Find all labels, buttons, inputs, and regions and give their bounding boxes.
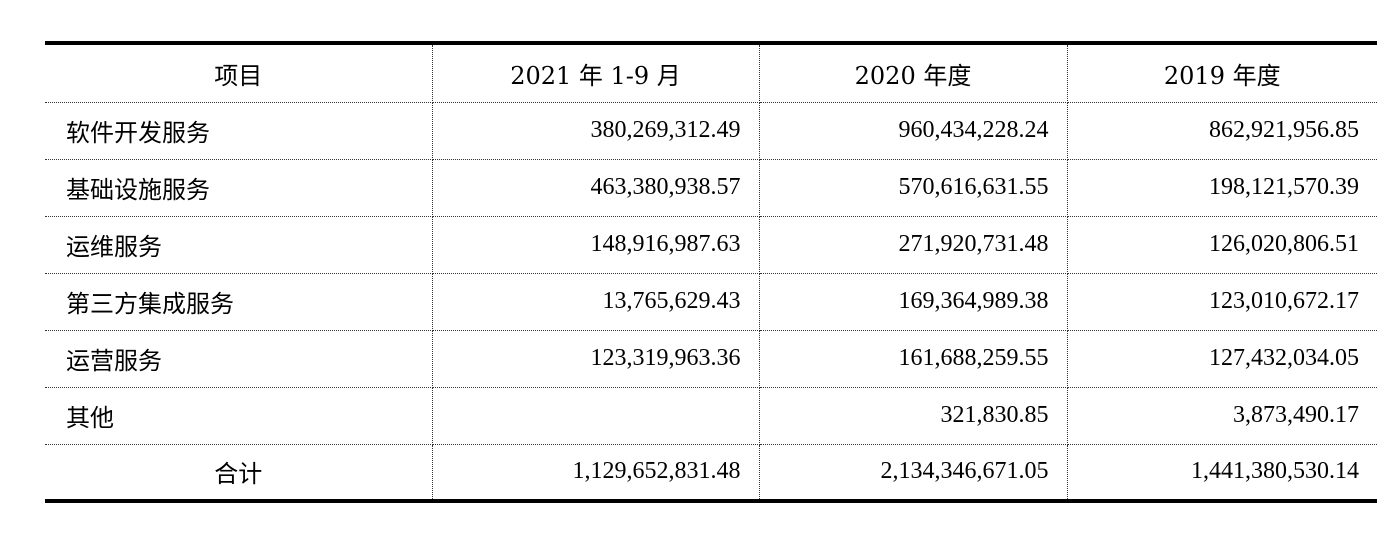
row-label: 基础设施服务 [45,159,433,217]
header-row: 项目 2021 年 1-9 月 2020 年度 2019 年度 [45,43,1377,103]
value-2021: 148,916,987.63 [431,216,760,274]
total-row: 合计 1,129,652,831.48 2,134,346,671.05 1,4… [45,444,1377,501]
value-2020: 321,830.85 [758,387,1068,445]
value-2019: 862,921,956.85 [1066,102,1377,160]
value-2021: 13,765,629.43 [431,273,760,331]
table-header: 项目 2021 年 1-9 月 2020 年度 2019 年度 [45,43,1377,103]
value-2021: 463,380,938.57 [431,159,760,217]
value-2020: 271,920,731.48 [758,216,1068,274]
total-label: 合计 [45,444,433,501]
value-2019: 126,020,806.51 [1066,216,1377,274]
table-row: 其他 321,830.85 3,873,490.17 [45,387,1377,445]
value-2019: 123,010,672.17 [1066,273,1377,331]
row-label: 第三方集成服务 [45,273,433,331]
value-2020: 161,688,259.55 [758,330,1068,388]
table-row: 第三方集成服务 13,765,629.43 169,364,989.38 123… [45,273,1377,331]
table-row: 运维服务 148,916,987.63 271,920,731.48 126,0… [45,216,1377,274]
revenue-table: 项目 2021 年 1-9 月 2020 年度 2019 年度 软件开发服务 3… [45,41,1377,503]
table-row: 基础设施服务 463,380,938.57 570,616,631.55 198… [45,159,1377,217]
table-body: 软件开发服务 380,269,312.49 960,434,228.24 862… [45,102,1377,501]
header-2020: 2020 年度 [758,43,1068,103]
table-row: 运营服务 123,319,963.36 161,688,259.55 127,4… [45,330,1377,388]
value-2020: 570,616,631.55 [758,159,1068,217]
total-2020: 2,134,346,671.05 [758,444,1068,501]
total-2021: 1,129,652,831.48 [431,444,760,501]
total-2019: 1,441,380,530.14 [1066,444,1377,501]
value-2021: 380,269,312.49 [431,102,760,160]
header-item: 项目 [45,43,433,103]
table-row: 软件开发服务 380,269,312.49 960,434,228.24 862… [45,102,1377,160]
row-label: 运营服务 [45,330,433,388]
header-2021-q1-q3: 2021 年 1-9 月 [431,43,760,103]
value-2019: 3,873,490.17 [1066,387,1377,445]
value-2021 [431,387,760,445]
value-2019: 198,121,570.39 [1066,159,1377,217]
row-label: 其他 [45,387,433,445]
row-label: 运维服务 [45,216,433,274]
row-label: 软件开发服务 [45,102,433,160]
value-2020: 169,364,989.38 [758,273,1068,331]
value-2021: 123,319,963.36 [431,330,760,388]
header-2019: 2019 年度 [1066,43,1377,103]
value-2019: 127,432,034.05 [1066,330,1377,388]
value-2020: 960,434,228.24 [758,102,1068,160]
